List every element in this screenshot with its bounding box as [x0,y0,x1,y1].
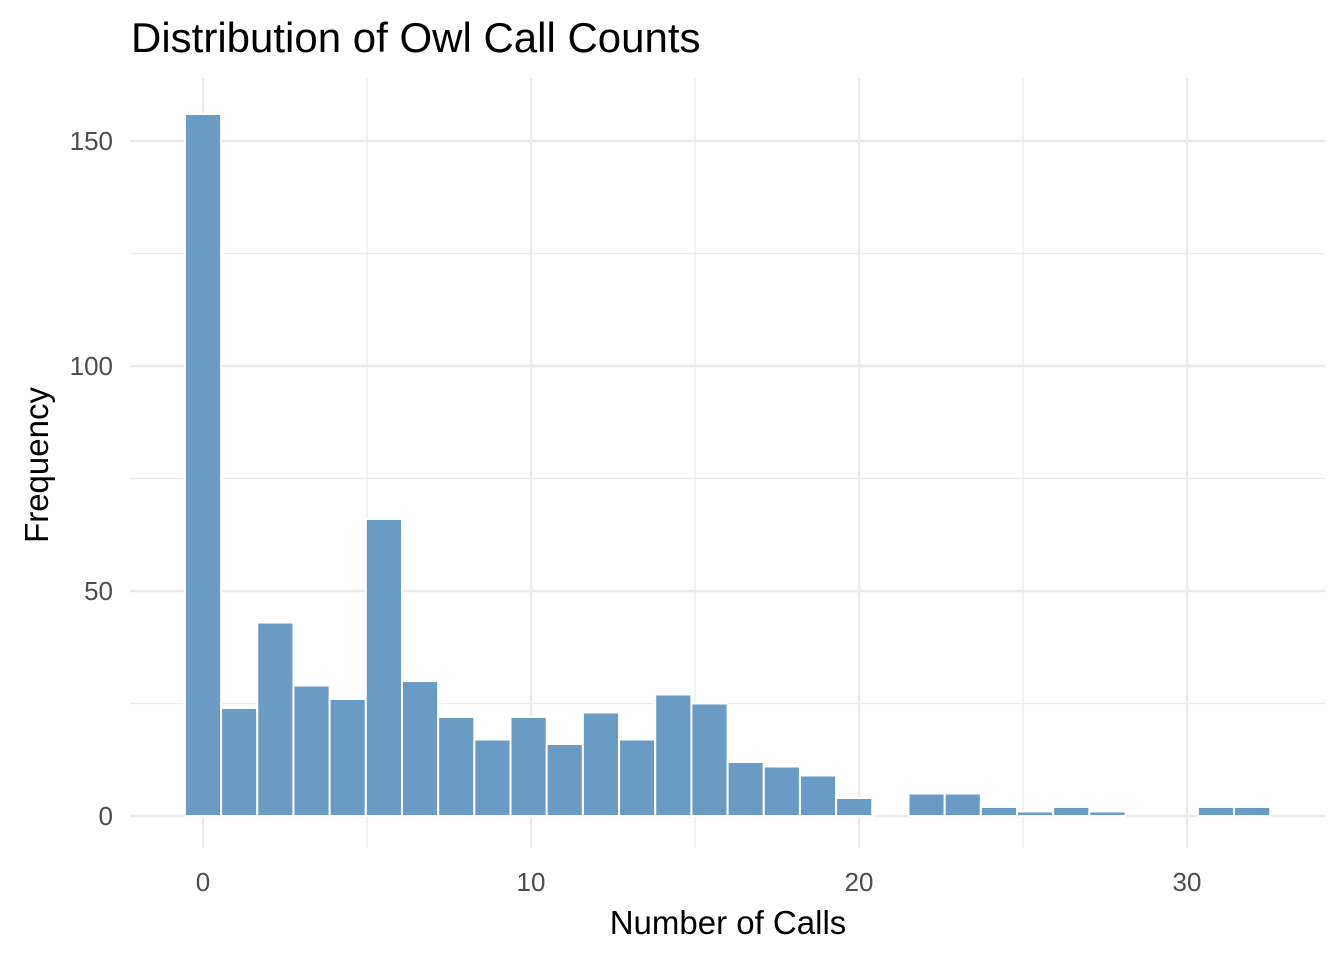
histogram-bar [835,797,874,817]
histogram-bar [1016,810,1055,817]
histogram-bar [364,518,403,817]
histogram-bar [292,684,331,817]
y-tick-label: 100 [70,351,113,381]
histogram-bar [1233,806,1272,817]
y-tick-label: 50 [84,576,113,606]
histogram-bar [943,792,982,817]
x-axis-label: Number of Calls [610,904,847,941]
histogram-bar [545,743,584,817]
histogram-bar [509,716,548,817]
x-tick-label: 10 [517,867,546,897]
y-axis-label: Frequency [18,387,55,543]
x-tick-label: 0 [196,867,210,897]
x-axis-ticks: 0 10 20 30 [196,867,1202,897]
histogram-bar [762,765,801,817]
y-axis-ticks: 0 50 100 150 [70,126,113,831]
histogram-bar [654,693,693,817]
histogram-bar [256,621,295,817]
histogram-bar [690,702,729,817]
bars [183,113,1272,817]
histogram-bar [437,716,476,817]
x-tick-label: 30 [1173,867,1202,897]
histogram-bar [979,806,1019,817]
histogram-bar [220,707,259,817]
histogram-bar [581,711,621,817]
chart-title: Distribution of Owl Call Counts [131,14,701,61]
histogram-bar [726,761,765,817]
histogram-bar [1052,806,1091,817]
histogram-bar [1088,810,1127,817]
histogram-bar [798,774,838,817]
histogram-bar [328,698,367,817]
histogram-bar [473,738,512,817]
histogram-bar [183,113,223,817]
histogram-bar [400,680,440,817]
histogram-bar [1196,806,1236,817]
y-tick-label: 0 [99,801,113,831]
y-tick-label: 150 [70,126,113,156]
histogram-bar [907,792,946,817]
x-tick-label: 20 [845,867,874,897]
histogram-bar [618,738,657,817]
